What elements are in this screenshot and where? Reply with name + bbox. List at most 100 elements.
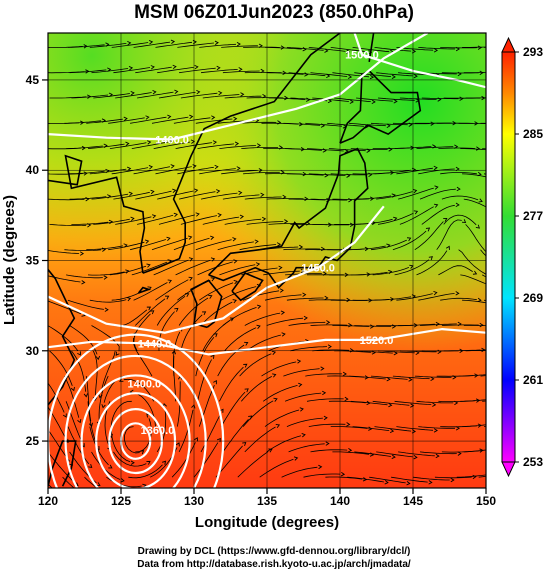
streamline [221,286,257,301]
streamline [328,148,366,152]
streamline-arrow [196,89,201,95]
streamline-arrow [498,149,501,153]
streamline [237,451,269,478]
streamline-arrow [194,64,199,70]
streamline [89,299,127,303]
streamline [458,249,486,275]
streamline [87,143,125,149]
streamline [266,317,304,326]
streamline [199,168,236,175]
streamline-arrow [256,324,261,329]
streamline [244,426,276,453]
streamline-arrow [393,216,398,221]
streamline-arrow [234,141,240,146]
streamline [65,401,83,443]
streamline [463,449,486,453]
streamline-arrow [407,237,412,242]
streamline-arrow [71,503,74,506]
streamline-arrow [521,418,524,422]
streamline [153,141,191,149]
streamline-arrow [445,245,450,250]
streamline [418,168,455,175]
streamline-arrow [244,388,249,393]
streamline [109,265,147,276]
streamline [158,92,196,99]
streamline-arrow [174,307,179,312]
streamline-arrow [305,97,311,102]
streamline-arrow [115,351,120,356]
coastline [142,33,341,274]
contour-label: 1520.0 [360,335,394,347]
streamline-arrow [412,188,418,194]
streamline [288,72,326,77]
streamline [108,241,145,251]
streamline [286,173,324,176]
streamline [463,198,486,208]
streamline [266,435,302,453]
colorbar-tick-label: 253 [523,455,543,469]
credit-drawing: Drawing by DCL (https://www.gfd-dennou.o… [137,546,411,557]
streamline [419,451,457,455]
streamline-arrow [170,164,175,169]
streamline-arrow [461,219,467,224]
streamline-arrow [406,481,411,486]
streamline-arrow [371,99,376,104]
x-tick-label: 130 [184,494,204,508]
streamline [462,299,486,304]
streamline [197,359,212,402]
streamline [135,190,172,200]
streamline-arrow [273,397,278,402]
streamline [356,218,393,225]
streamline-arrow [85,196,90,202]
streamline [460,148,486,151]
streamline-arrow [88,463,93,469]
streamline [221,170,258,175]
streamline [266,72,304,75]
streamline-arrow [342,371,347,377]
streamline [350,400,388,406]
streamline [100,350,116,393]
streamline [330,173,368,176]
streamline-arrow [450,477,455,483]
streamline [62,476,75,488]
streamline-arrow [172,64,177,70]
x-tick-label: 135 [257,494,277,508]
streamline [284,392,322,402]
streamline-arrow [518,122,521,126]
streamline-arrow [195,212,200,217]
streamline [310,324,348,326]
coastline [208,147,369,289]
streamline-arrow [500,44,503,48]
streamline [288,443,325,453]
streamline [224,327,257,352]
streamline-arrow [175,442,180,447]
streamline-arrow [347,74,353,79]
streamline [244,312,281,326]
streamline [178,409,194,453]
streamline [84,476,99,488]
streamline [193,442,219,478]
streamline-arrow [194,437,199,442]
streamline [224,218,262,225]
streamline [93,93,130,99]
streamline-arrow [126,166,132,172]
streamline [64,249,102,252]
streamline [376,451,413,458]
streamline [352,426,390,431]
streamline [200,413,222,453]
streamline [372,267,410,276]
streamline [349,375,386,380]
streamline [456,474,486,478]
streamline [195,336,215,377]
streamline-arrow [233,259,238,264]
streamline-arrow [216,189,221,194]
streamline-arrow [188,235,193,240]
streamline-arrow [83,393,89,398]
coastline [48,268,76,406]
streamline [372,400,410,406]
streamline [460,399,486,402]
streamline-arrow [167,279,172,284]
streamline [374,169,412,175]
streamline-arrow [167,114,172,120]
streamline [87,271,125,276]
